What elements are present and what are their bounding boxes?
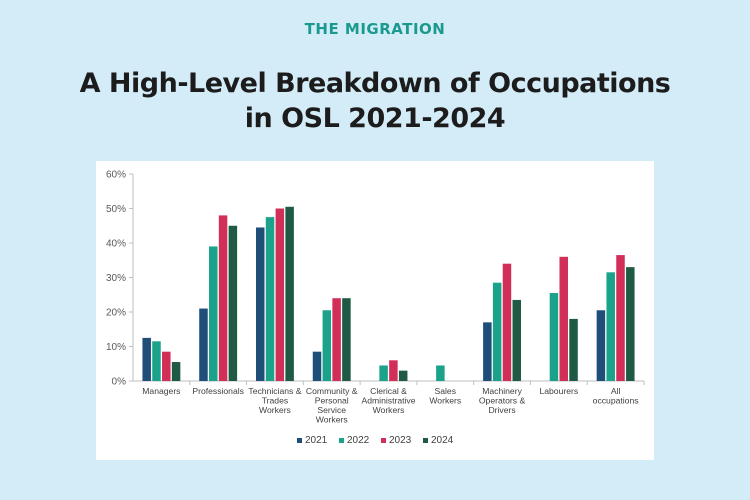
x-tick-label: Drivers <box>488 405 515 415</box>
bar <box>502 263 512 381</box>
bar <box>209 246 218 381</box>
chart-panel: 0% 10% 20% 30% 40% 50% 60% Managers Professional… <box>96 161 654 460</box>
bar <box>549 293 559 381</box>
y-tick-label: 40% <box>106 239 126 250</box>
bar <box>171 362 181 381</box>
bar <box>285 206 294 381</box>
x-tick-label: Community & <box>306 386 358 396</box>
bar <box>626 267 635 381</box>
bar <box>255 227 265 381</box>
bar <box>322 310 332 381</box>
bar <box>398 370 408 381</box>
bar <box>312 351 322 381</box>
bar <box>142 337 151 382</box>
legend-swatch <box>339 438 344 443</box>
x-tick-label: All <box>611 386 621 396</box>
bar <box>389 360 398 381</box>
bar <box>492 282 502 381</box>
bar <box>342 298 351 381</box>
x-tick-label: Trades <box>262 396 288 406</box>
bar <box>483 322 492 381</box>
x-tick-label: Workers <box>316 415 348 425</box>
x-tick-label: Workers <box>373 405 405 415</box>
bar-chart: 0% 10% 20% 30% 40% 50% 60% Managers Professional… <box>106 170 645 446</box>
bar <box>218 215 228 381</box>
page-title-line-2: in OSL 2021-2024 <box>244 103 506 134</box>
x-tick-label: Service <box>317 405 346 415</box>
bar <box>275 208 285 381</box>
bar <box>616 255 625 381</box>
bar <box>512 299 522 381</box>
y-tick-label: 20% <box>106 308 126 319</box>
y-tick-label: 10% <box>106 342 126 353</box>
y-tick-label: 30% <box>106 273 126 284</box>
bar <box>332 298 341 381</box>
legend-swatch <box>423 438 428 443</box>
x-tick-label: Workers <box>259 405 291 415</box>
bar <box>152 341 161 381</box>
page-title: A High-Level Breakdown of Occupations in… <box>0 66 750 136</box>
legend-label: 2023 <box>389 435 412 446</box>
bar <box>228 225 238 381</box>
bar <box>162 351 171 381</box>
x-tick-label: occupations <box>593 396 639 406</box>
x-tick-label: Operators & <box>479 396 526 406</box>
x-tick-label: Personal <box>315 396 349 406</box>
x-tick-label: Workers <box>429 396 461 406</box>
bar <box>265 217 275 382</box>
bar <box>596 310 606 381</box>
x-tick-label: Clerical & <box>370 386 407 396</box>
bar <box>569 318 578 381</box>
y-tick-label: 50% <box>106 204 126 215</box>
x-tick-label: Professionals <box>192 386 244 396</box>
page-title-line-1: A High-Level Breakdown of Occupations <box>79 68 671 99</box>
legend-swatch <box>381 438 386 443</box>
y-tick-label: 60% <box>106 170 126 181</box>
x-tick-label: Administrative <box>362 396 416 406</box>
x-tick-label: Technicians & <box>248 386 301 396</box>
bar <box>379 365 388 381</box>
legend-swatch <box>297 438 302 443</box>
x-tick-label: Sales <box>435 386 457 396</box>
x-tick-label: Labourers <box>539 386 578 396</box>
bar <box>559 256 568 381</box>
brand-logo-text: THE MIGRATION <box>304 20 446 38</box>
legend-label: 2024 <box>431 435 454 446</box>
legend-label: 2022 <box>347 435 370 446</box>
x-tick-label: Machinery <box>482 386 522 396</box>
x-tick-label: Managers <box>142 386 180 396</box>
bar <box>199 308 208 381</box>
y-tick-label: 0% <box>112 377 127 388</box>
bar <box>606 272 615 381</box>
bar <box>436 365 445 381</box>
legend-label: 2021 <box>305 435 328 446</box>
